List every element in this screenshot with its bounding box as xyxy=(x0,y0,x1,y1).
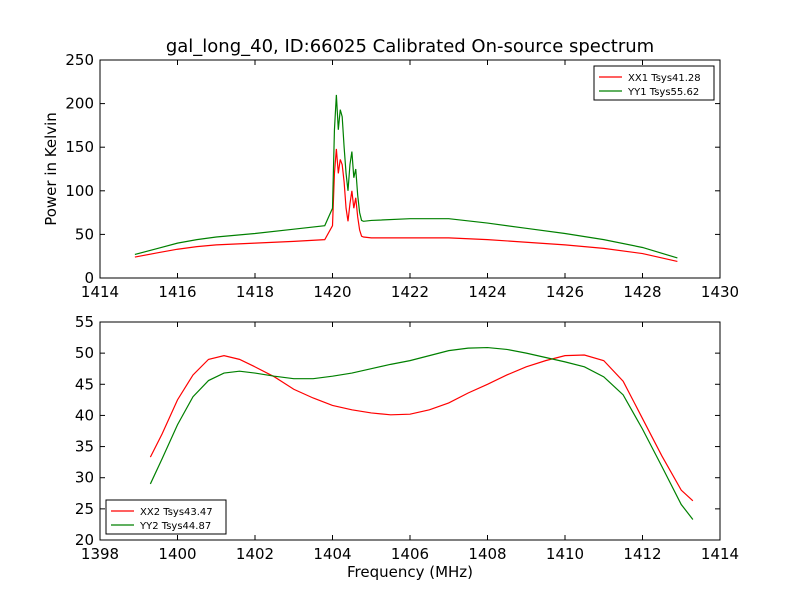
y-tick-label: 250 xyxy=(65,51,94,69)
y-tick-label: 50 xyxy=(75,225,94,243)
y-tick-label: 100 xyxy=(65,182,94,200)
y-axis-label: Power in Kelvin xyxy=(42,112,60,226)
x-tick-label: 1418 xyxy=(236,283,274,301)
series-line-2-1 xyxy=(149,354,694,502)
subplot-1: 1414 1416 1418 1420 1422 1424 1426 1428 1430 0 50 1… xyxy=(42,36,739,301)
legend-label: YY1 Tsys55.62 xyxy=(627,87,699,98)
y-tick-label: 20 xyxy=(75,531,94,549)
y-tick-label: 55 xyxy=(75,313,94,331)
y-tick-label: 0 xyxy=(84,269,94,287)
plot-group: 1414 1416 1418 1420 1422 1424 1426 1428 14300501… xyxy=(42,36,739,581)
x-tick-label: 1420 xyxy=(313,283,351,301)
x-tick-label: 1414 xyxy=(701,545,739,563)
x-tick-label: 1408 xyxy=(468,545,506,563)
y-tick-label: 50 xyxy=(75,344,94,362)
x-tick-label: 1404 xyxy=(313,545,351,563)
x-tick-label: 1416 xyxy=(158,283,196,301)
x-tick-label: 1428 xyxy=(623,283,661,301)
x-tick-label: 1422 xyxy=(391,283,429,301)
series-line-2-2 xyxy=(149,346,694,520)
series-line-1-1 xyxy=(134,148,678,263)
x-tick-label: 1414 xyxy=(81,283,119,301)
series-line-1-2 xyxy=(134,94,678,259)
x-tick-label: 1426 xyxy=(546,283,584,301)
legend-1: XX1 Tsys41.28 YY1 Tsys55.62 xyxy=(593,65,715,101)
x-tick-label: 1430 xyxy=(701,283,739,301)
x-tick-label: 1400 xyxy=(158,545,196,563)
x-tick-label: 1406 xyxy=(391,545,429,563)
x-tick-label: 1402 xyxy=(236,545,274,563)
legend-box xyxy=(105,499,227,535)
legend-2: XX2 Tsys43.47 YY2 Tsys44.87 xyxy=(105,499,227,535)
x-tick-label: 1410 xyxy=(546,545,584,563)
x-axis-label: Frequency (MHz) xyxy=(347,563,473,581)
legend-label: YY2 Tsys44.87 xyxy=(139,521,211,532)
y-tick-label: 200 xyxy=(65,95,94,113)
y-tick-label: 30 xyxy=(75,469,94,487)
legend-label: XX1 Tsys41.28 xyxy=(628,73,701,84)
y-tick-label: 45 xyxy=(75,375,94,393)
chart-title: gal_long_40, ID:66025 Calibrated On-sour… xyxy=(166,36,654,57)
legend-box xyxy=(593,65,715,101)
y-tick-label: 40 xyxy=(75,406,94,424)
legend-label: XX2 Tsys43.47 xyxy=(140,507,213,518)
subplot-2: 1398 1400 1402 1404 1406 1408 1410 1412 1414 20 25… xyxy=(75,313,739,581)
x-tick-label: 1412 xyxy=(623,545,661,563)
y-tick-label: 25 xyxy=(75,500,94,518)
x-tick-label: 1424 xyxy=(468,283,506,301)
y-tick-label: 35 xyxy=(75,438,94,456)
y-tick-label: 150 xyxy=(65,138,94,156)
x-tick-label: 1398 xyxy=(81,545,119,563)
